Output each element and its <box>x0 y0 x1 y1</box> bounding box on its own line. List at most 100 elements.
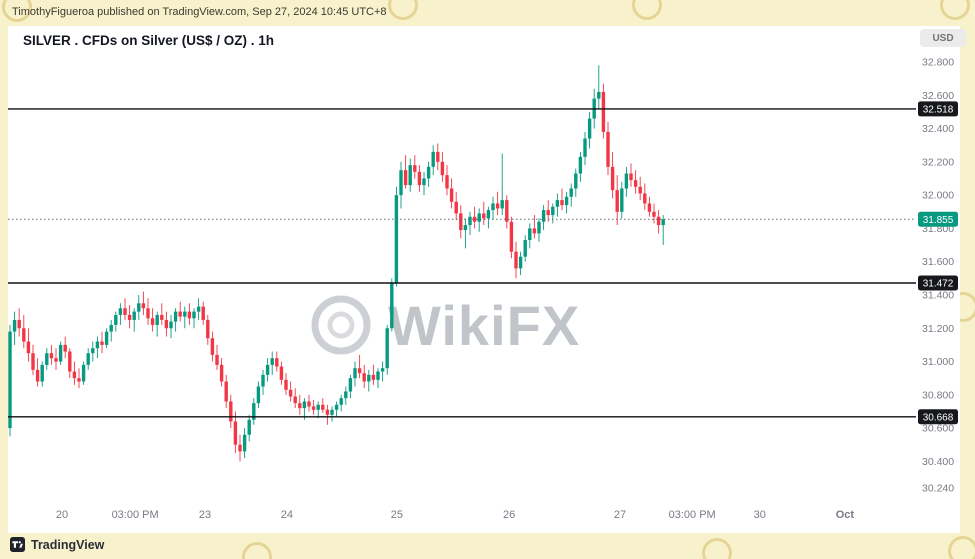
candle-body <box>615 190 619 212</box>
candle-body <box>321 404 325 410</box>
candle-body <box>302 401 307 409</box>
candle-body <box>528 228 532 241</box>
price-badge: 32.518 <box>918 101 958 117</box>
candle-body <box>564 196 569 206</box>
currency-badge[interactable]: USD <box>920 29 966 47</box>
candle-body <box>31 353 35 370</box>
candle-body <box>647 203 652 212</box>
candle-body <box>624 173 629 189</box>
svg-text:25: 25 <box>391 509 403 521</box>
candle-body <box>261 374 265 387</box>
candle-body <box>385 328 389 369</box>
svg-text:24: 24 <box>281 509 293 521</box>
candle-body <box>523 240 527 257</box>
candle-body <box>178 311 182 317</box>
svg-text:32.400: 32.400 <box>922 123 954 135</box>
svg-text:03:00 PM: 03:00 PM <box>669 509 716 521</box>
svg-text:31.200: 31.200 <box>922 323 954 335</box>
candle-body <box>242 434 247 452</box>
candle-body <box>610 166 615 191</box>
svg-text:30: 30 <box>754 509 766 521</box>
candle-body <box>661 219 665 226</box>
candle-body <box>155 314 159 325</box>
candle-body <box>26 341 31 354</box>
candle-body <box>164 319 169 329</box>
tradingview-logo-icon <box>10 537 25 552</box>
candle-body <box>403 170 408 186</box>
candle-body <box>12 319 17 332</box>
candle-body <box>454 201 458 214</box>
candle-body <box>160 314 164 320</box>
candle-body <box>187 311 192 319</box>
candle-body <box>17 319 21 329</box>
candle-body <box>422 178 426 186</box>
svg-text:31.855: 31.855 <box>923 215 954 226</box>
candle-body <box>583 138 587 157</box>
candle-body <box>91 348 95 354</box>
candle-body <box>275 358 279 367</box>
candle-body <box>201 306 205 320</box>
candle-body <box>371 374 376 380</box>
candle-body <box>344 391 348 399</box>
chart-title: SILVER . CFDs on Silver (US$ / OZ) . 1h <box>23 33 275 48</box>
candle-body <box>601 91 606 132</box>
candle-body <box>58 344 63 362</box>
svg-text:23: 23 <box>199 509 211 521</box>
candle-body <box>509 221 514 252</box>
candle-body <box>597 91 601 99</box>
svg-text:31.472: 31.472 <box>923 278 954 289</box>
candle-body <box>560 200 564 206</box>
candle-body <box>137 303 141 312</box>
candle-body <box>196 306 201 312</box>
candle-body <box>376 371 380 380</box>
candles-layer[interactable] <box>8 65 665 462</box>
candle-body <box>109 324 113 332</box>
candle-body <box>279 366 284 380</box>
candle-body <box>8 331 12 429</box>
candle-body <box>288 389 293 397</box>
svg-text:30.240: 30.240 <box>922 483 954 495</box>
candle-body <box>440 161 445 176</box>
chart-panel: WikiFX SILVER . CFDs on Silver (US$ / OZ… <box>8 26 960 533</box>
candle-body <box>633 180 638 187</box>
candle-body <box>63 344 67 352</box>
tradingview-attribution[interactable]: TradingView <box>10 537 104 552</box>
candle-body <box>284 379 288 390</box>
candle-body <box>574 173 578 189</box>
svg-text:32.200: 32.200 <box>922 156 954 168</box>
svg-text:30.800: 30.800 <box>922 389 954 401</box>
svg-text:31.000: 31.000 <box>922 356 954 368</box>
candle-body <box>54 358 58 362</box>
svg-text:32.518: 32.518 <box>923 104 954 115</box>
candle-body <box>408 165 412 186</box>
candle-body <box>486 210 491 219</box>
candle-body <box>316 404 320 410</box>
price-badge: 31.855 <box>918 211 958 227</box>
svg-text:20: 20 <box>56 509 68 521</box>
candle-body <box>449 188 454 202</box>
candle-body <box>569 188 573 197</box>
candle-body <box>86 353 90 365</box>
candle-body <box>551 206 555 216</box>
candle-body <box>394 195 399 284</box>
candle-body <box>35 369 40 382</box>
watermark-ring-icon <box>388 0 418 20</box>
candle-body <box>127 314 132 320</box>
svg-text:03:00 PM: 03:00 PM <box>112 509 159 521</box>
candle-body <box>104 331 109 345</box>
candle-body <box>325 409 330 415</box>
tradingview-logo-text: TradingView <box>31 537 105 552</box>
svg-text:31.600: 31.600 <box>922 256 954 268</box>
candle-body <box>330 409 334 415</box>
candle-body <box>463 225 468 231</box>
candle-body <box>77 378 81 382</box>
candle-body <box>118 308 123 315</box>
candle-body <box>247 419 251 435</box>
candlestick-chart[interactable]: 32.80032.60032.40032.20032.00031.80031.6… <box>8 26 960 533</box>
price-axis: 32.80032.60032.40032.20032.00031.80031.6… <box>922 57 954 495</box>
candle-body <box>505 200 509 222</box>
candle-body <box>367 374 371 382</box>
candle-body <box>183 311 187 317</box>
watermark-ring-icon <box>242 542 272 559</box>
time-axis: 20 03:00 PM 23 24 25 26 27 03:00 PM 30 Oct <box>56 509 855 521</box>
